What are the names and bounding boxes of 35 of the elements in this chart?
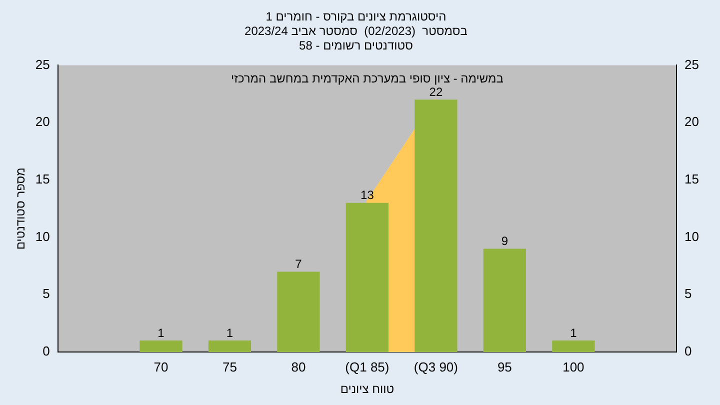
y-tick-label: 10 xyxy=(35,228,50,244)
y2-tick-label: 15 xyxy=(684,172,700,186)
x-tick-label: 95 xyxy=(497,359,512,374)
y-tick-label: 5 xyxy=(42,286,50,302)
x-tick-label: 70 xyxy=(154,359,168,374)
y-tick-label: 0 xyxy=(42,344,50,359)
y2-tick-label: 5 xyxy=(684,286,692,302)
data-label: 22 xyxy=(429,84,443,99)
data-label: 1 xyxy=(226,326,234,340)
x-axis-title: טווח ציונים xyxy=(340,382,394,396)
y2-tick-label: 20 xyxy=(684,114,700,130)
data-label: 1 xyxy=(570,326,578,340)
bar xyxy=(552,340,595,352)
x-tick-label: (Q3 90) xyxy=(414,359,458,374)
annotation: במשימה - ציון סופי במערכת האקדמית במחשב המרכזי xyxy=(230,72,504,86)
x-tick-label: 80 xyxy=(291,359,306,374)
chart-title: היסטוגרמת ציונים בקורס - חומרים 1 בסמסטר (02/2023) סמסטר אביב 2023/24 סטודנטים רשומים - 58 xyxy=(244,10,468,52)
x-tick-label: 100 xyxy=(562,359,584,374)
y-tick-label: 15 xyxy=(35,172,50,186)
y2-tick-label: 25 xyxy=(684,56,700,72)
bar xyxy=(277,272,320,352)
y-tick-label: 20 xyxy=(35,114,50,130)
y-axis-title: מספר סטודנטים xyxy=(14,168,28,250)
bar xyxy=(140,340,182,352)
data-label: 13 xyxy=(360,188,374,202)
data-label: 9 xyxy=(501,234,508,248)
x-tick-label: 75 xyxy=(222,359,237,374)
data-label: 7 xyxy=(295,257,302,272)
y2-tick-label: 10 xyxy=(684,228,700,244)
y2-tick-label: 0 xyxy=(684,344,692,359)
y-tick-label: 25 xyxy=(35,56,50,72)
bar xyxy=(208,340,252,352)
bar xyxy=(483,248,526,352)
data-label: 1 xyxy=(158,326,165,340)
x-tick-label: (Q1 85) xyxy=(345,359,390,374)
